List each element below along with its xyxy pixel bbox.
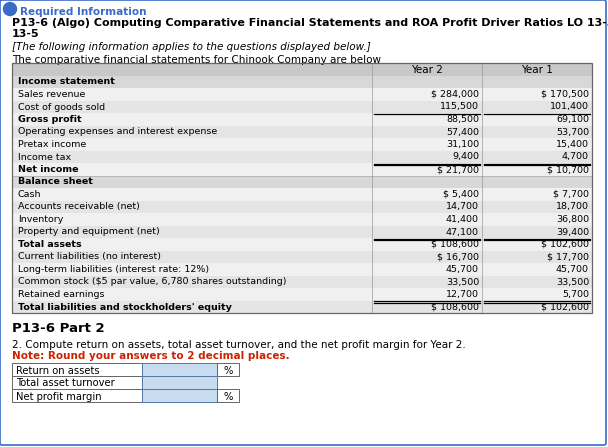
Bar: [12, 163, 592, 176]
Text: Operating expenses and interest expense: Operating expenses and interest expense: [18, 127, 217, 136]
Bar: [12, 151, 592, 163]
Text: 5,700: 5,700: [562, 290, 589, 299]
Text: 31,100: 31,100: [446, 140, 479, 149]
Circle shape: [4, 3, 16, 16]
Text: P13-6 Part 2: P13-6 Part 2: [12, 322, 105, 335]
Text: Cost of goods sold: Cost of goods sold: [18, 102, 105, 111]
Text: $ 108,600: $ 108,600: [431, 240, 479, 249]
Text: Sales revenue: Sales revenue: [18, 90, 85, 99]
Text: 33,500: 33,500: [446, 278, 479, 287]
Text: Common stock ($5 par value, 6,780 shares outstanding): Common stock ($5 par value, 6,780 shares…: [18, 278, 286, 287]
Text: $ 21,700: $ 21,700: [437, 165, 479, 174]
Text: Balance sheet: Balance sheet: [18, 177, 93, 186]
Text: 13-5: 13-5: [12, 29, 40, 39]
Bar: [12, 138, 592, 151]
Text: Property and equipment (net): Property and equipment (net): [18, 228, 160, 236]
Text: Note: Round your answers to 2 decimal places.: Note: Round your answers to 2 decimal pl…: [12, 351, 289, 361]
Bar: [12, 88, 592, 101]
Text: 33,500: 33,500: [556, 278, 589, 287]
Text: Retained earnings: Retained earnings: [18, 290, 105, 299]
Text: $ 5,400: $ 5,400: [443, 190, 479, 199]
Text: [The following information applies to the questions displayed below.]: [The following information applies to th…: [12, 42, 371, 52]
Text: 45,700: 45,700: [446, 265, 479, 274]
Bar: [142, 376, 217, 389]
Text: Long-term liabilities (interest rate: 12%): Long-term liabilities (interest rate: 12…: [18, 265, 209, 274]
Text: $ 16,700: $ 16,700: [437, 253, 479, 261]
Bar: [12, 376, 142, 389]
Text: 36,800: 36,800: [556, 215, 589, 224]
Text: Cash: Cash: [18, 190, 41, 199]
Text: $ 108,600: $ 108,600: [431, 303, 479, 312]
Text: Net profit margin: Net profit margin: [16, 392, 102, 401]
Bar: [12, 76, 592, 88]
Text: Required Information: Required Information: [20, 7, 147, 17]
Text: Income statement: Income statement: [18, 77, 115, 87]
Text: 53,700: 53,700: [556, 127, 589, 136]
Text: 12,700: 12,700: [446, 290, 479, 299]
Bar: [12, 63, 592, 313]
Text: Accounts receivable (net): Accounts receivable (net): [18, 202, 140, 211]
Text: $ 284,000: $ 284,000: [431, 90, 479, 99]
Text: %: %: [223, 392, 233, 401]
Text: 18,700: 18,700: [556, 202, 589, 211]
Bar: [12, 176, 592, 188]
Text: Total assets: Total assets: [18, 240, 81, 249]
Text: Total asset turnover: Total asset turnover: [16, 379, 115, 388]
Text: $ 10,700: $ 10,700: [547, 165, 589, 174]
Text: 41,400: 41,400: [446, 215, 479, 224]
Text: $ 7,700: $ 7,700: [553, 190, 589, 199]
Text: Total liabilities and stockholders' equity: Total liabilities and stockholders' equi…: [18, 303, 232, 312]
Bar: [12, 288, 592, 300]
Text: Year 1: Year 1: [521, 65, 553, 75]
Text: Net income: Net income: [18, 165, 78, 174]
Text: 14,700: 14,700: [446, 202, 479, 211]
Bar: [12, 389, 142, 402]
Text: 2. Compute return on assets, total asset turnover, and the net profit margin for: 2. Compute return on assets, total asset…: [12, 340, 466, 350]
Text: 9,400: 9,400: [452, 152, 479, 161]
Text: 4,700: 4,700: [562, 152, 589, 161]
Bar: [12, 250, 592, 263]
Text: Return on assets: Return on assets: [16, 366, 100, 375]
Bar: [12, 126, 592, 138]
Bar: [217, 389, 239, 402]
Bar: [12, 113, 592, 126]
Text: Gross profit: Gross profit: [18, 115, 81, 124]
Bar: [12, 188, 592, 201]
Bar: [142, 389, 217, 402]
Text: 47,100: 47,100: [446, 228, 479, 236]
Text: Pretax income: Pretax income: [18, 140, 86, 149]
Bar: [12, 238, 592, 250]
Text: %: %: [223, 366, 233, 375]
Text: 88,500: 88,500: [446, 115, 479, 124]
Text: The comparative financial statements for Chinook Company are below: The comparative financial statements for…: [12, 55, 381, 65]
Bar: [12, 363, 142, 376]
Text: 57,400: 57,400: [446, 127, 479, 136]
Text: Current liabilities (no interest): Current liabilities (no interest): [18, 253, 161, 261]
Text: Income tax: Income tax: [18, 152, 71, 161]
Bar: [12, 63, 592, 76]
Text: $ 17,700: $ 17,700: [547, 253, 589, 261]
Text: Inventory: Inventory: [18, 215, 63, 224]
Text: 69,100: 69,100: [556, 115, 589, 124]
Text: 15,400: 15,400: [556, 140, 589, 149]
Bar: [12, 263, 592, 275]
Bar: [142, 363, 217, 376]
Text: 101,400: 101,400: [550, 102, 589, 111]
Text: $ 102,600: $ 102,600: [541, 240, 589, 249]
Bar: [12, 225, 592, 238]
Bar: [12, 201, 592, 213]
Text: 39,400: 39,400: [556, 228, 589, 236]
Text: 45,700: 45,700: [556, 265, 589, 274]
Text: Year 2: Year 2: [411, 65, 443, 75]
Text: 115,500: 115,500: [440, 102, 479, 111]
Bar: [12, 101, 592, 113]
Text: P13-6 (Algo) Computing Comparative Financial Statements and ROA Profit Driver Ra: P13-6 (Algo) Computing Comparative Finan…: [12, 18, 608, 28]
Text: $ 102,600: $ 102,600: [541, 303, 589, 312]
Bar: [12, 275, 592, 288]
Bar: [12, 300, 592, 313]
Bar: [12, 213, 592, 225]
Bar: [217, 363, 239, 376]
Text: $ 170,500: $ 170,500: [541, 90, 589, 99]
